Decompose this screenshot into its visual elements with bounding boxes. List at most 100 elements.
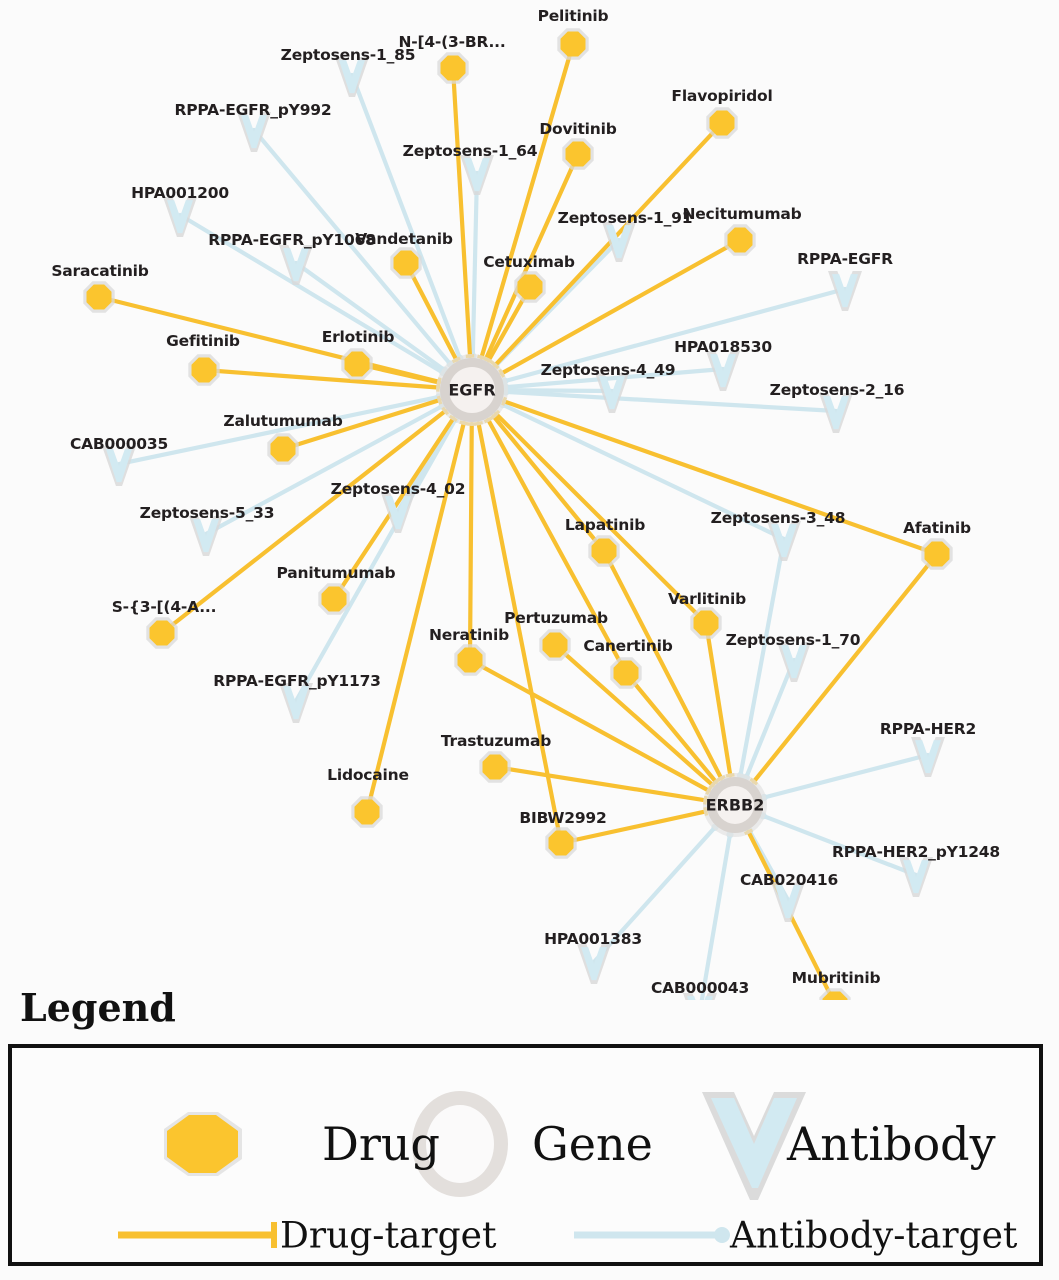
drug-node-shape [709, 110, 735, 136]
edge-drug-target [476, 421, 564, 846]
drug-node[interactable] [539, 629, 571, 661]
antibody-node[interactable] [777, 642, 811, 682]
antibody-node-shape [915, 740, 941, 774]
edge-antibody-target [591, 825, 718, 965]
drug-node[interactable] [351, 796, 383, 828]
antibody-node[interactable] [911, 737, 945, 777]
drug-node[interactable] [390, 247, 422, 279]
drug-node[interactable] [437, 52, 469, 84]
edge-antibody-target [500, 402, 787, 542]
antibody-node-shape [241, 115, 267, 149]
edge-drug-target [467, 421, 474, 663]
drug-node[interactable] [706, 107, 738, 139]
antibody-node-shape [781, 645, 807, 679]
drug-node[interactable] [921, 538, 953, 570]
gene-node-core [449, 367, 495, 413]
antibody-node[interactable] [335, 57, 369, 97]
network-graph: Pelitinib N-[4-(3-BR... Flavopiridol Doviti… [51, 7, 1000, 1000]
antibody-target-legend-icon [574, 1227, 730, 1243]
drug-node[interactable] [454, 644, 486, 676]
edge-drug-target [364, 420, 466, 815]
drug-node[interactable] [690, 607, 722, 639]
edge-drug-target [280, 398, 442, 452]
drug-node[interactable] [545, 827, 577, 859]
edge-drug-target [479, 41, 576, 360]
edge-drug-target [486, 417, 629, 676]
edge-drug-target [493, 411, 709, 626]
antibody-node-shape [710, 354, 736, 388]
antibody-node[interactable] [683, 993, 717, 1000]
antibody-node[interactable] [163, 197, 197, 237]
antibody-node[interactable] [706, 351, 740, 391]
antibody-node-shape [167, 200, 193, 234]
edge-drug-target [159, 408, 448, 636]
drug-node-shape [344, 351, 370, 377]
drug-node-shape [440, 55, 466, 81]
drug-node-shape [354, 799, 380, 825]
edge-antibody-target [470, 170, 480, 359]
drug-node[interactable] [318, 583, 350, 615]
drug-node[interactable] [610, 657, 642, 689]
edge-drug-target [450, 65, 473, 359]
drug-node-shape [542, 632, 568, 658]
edge-antibody-target [177, 212, 445, 375]
antibody-node[interactable] [381, 493, 415, 533]
antibody-node[interactable] [460, 155, 494, 195]
antibody-node[interactable] [828, 271, 862, 311]
drug-node[interactable] [557, 28, 589, 60]
gene-node[interactable] [703, 773, 767, 837]
edge-drug-target [703, 620, 733, 778]
drug-node[interactable] [146, 617, 178, 649]
drug-node-shape [548, 830, 574, 856]
drug-node-shape [822, 991, 848, 1000]
antibody-node[interactable] [279, 245, 313, 285]
edge-drug-target [201, 367, 441, 390]
drug-node-shape [517, 274, 543, 300]
antibody-node[interactable] [819, 393, 853, 433]
drug-node[interactable] [588, 535, 620, 567]
drug-node[interactable] [819, 988, 851, 1000]
antibody-node[interactable] [595, 373, 629, 413]
antibody-node[interactable] [767, 521, 801, 561]
edge-antibody-target [349, 72, 462, 361]
gene-legend-icon [412, 1091, 508, 1197]
antibody-node-shape [385, 496, 411, 530]
drug-node-shape [393, 250, 419, 276]
edge-drug-target [492, 764, 708, 803]
antibody-node[interactable] [577, 944, 611, 984]
edge-antibody-target [203, 404, 445, 537]
antibody-node-shape [606, 225, 632, 259]
edge-drug-target [403, 260, 459, 362]
edge-antibody-target [503, 366, 726, 390]
antibody-node[interactable] [602, 222, 636, 262]
drug-node[interactable] [341, 348, 373, 380]
gene-node-core [716, 786, 754, 824]
drug-node[interactable] [514, 271, 546, 303]
drug-node[interactable] [479, 751, 511, 783]
antibody-node-shape [599, 376, 625, 410]
edge-drug-target [558, 809, 708, 846]
edge-antibody-target [503, 389, 839, 414]
drug-node[interactable] [188, 354, 220, 386]
drug-node[interactable] [267, 433, 299, 465]
antibody-node[interactable] [279, 683, 313, 723]
drug-legend-icon [164, 1112, 242, 1176]
edge-drug-target [467, 657, 711, 793]
antibody-node[interactable] [771, 882, 805, 922]
drug-node[interactable] [83, 281, 115, 313]
drug-node[interactable] [724, 224, 756, 256]
drug-node[interactable] [562, 138, 594, 170]
drug-node-shape [457, 647, 483, 673]
drug-node-shape [591, 538, 617, 564]
antibody-node[interactable] [237, 112, 271, 152]
antibody-node[interactable] [102, 446, 136, 486]
drug-node-shape [191, 357, 217, 383]
gene-node[interactable] [436, 354, 508, 426]
antibody-target-legend-label: Antibody-target [730, 1215, 1018, 1257]
antibody-node[interactable] [189, 516, 223, 556]
drug-node-shape [482, 754, 508, 780]
edge-antibody-target [760, 813, 919, 878]
antibody-node[interactable] [899, 857, 933, 897]
edge-antibody-target [738, 536, 787, 778]
